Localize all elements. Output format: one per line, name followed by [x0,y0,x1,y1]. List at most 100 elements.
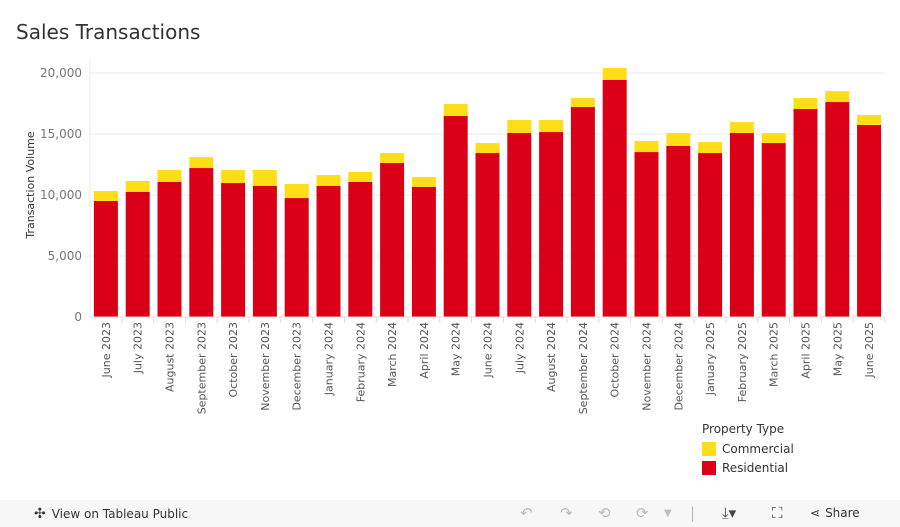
bar-commercial [189,157,214,169]
download-icon[interactable]: ⤓▾ [722,504,737,522]
x-tick-label: December 2024 [672,322,685,411]
refresh-icon[interactable]: ⟳ [636,504,649,522]
redo-icon[interactable]: ↷ [560,504,573,522]
fullscreen-icon[interactable]: ⛶ [772,504,783,522]
x-tick-label: October 2024 [609,322,622,398]
commercial-swatch [702,442,716,456]
bar-residential [380,163,405,317]
x-tick-label: July 2023 [132,322,145,374]
bar-residential [761,143,786,317]
tableau-logo-icon: ✣ [34,506,46,522]
x-tick-label: November 2024 [641,322,654,411]
bar-commercial [157,169,182,182]
bar-chart: 0 5,000 10,000 15,000 20,000 Transaction Volu… [24,60,886,414]
bar-residential [189,168,214,317]
bar-residential [221,183,246,317]
x-tick-label: December 2023 [291,322,304,411]
x-tick-label: April 2024 [418,322,431,379]
x-tick-label: January 2024 [323,322,336,396]
chart-title: Sales Transactions [16,20,201,44]
bar-commercial [348,171,373,182]
bar-commercial [602,67,627,80]
x-tick-label: April 2025 [800,322,813,379]
bar-residential [443,115,468,317]
bar-commercial [761,133,786,144]
share-button[interactable]: ⋖ Share [810,506,860,520]
y-tick-label: 5,000 [48,249,82,263]
x-tick-label: June 2024 [482,322,495,378]
bar-commercial [666,133,691,146]
bar-commercial [443,103,468,116]
bar-commercial [475,143,500,154]
bar-commercial [857,114,882,125]
toolbar: ✣ View on Tableau Public ↶ ↷ ⟲ ⟳ ▼ | ⤓▾ ⛶… [0,500,900,527]
y-tick-label: 15,000 [40,127,82,141]
x-tick-label: June 2025 [863,322,876,378]
bar-commercial [125,180,150,192]
bar-commercial [284,184,309,199]
bar-residential [507,133,532,317]
refresh-dropdown-icon[interactable]: ▼ [664,508,672,519]
x-tick-label: October 2023 [227,322,240,398]
bar-residential [729,133,754,317]
x-tick-label: June 2023 [100,322,113,378]
x-tick-label: February 2024 [354,322,367,402]
legend-title: Property Type [702,422,785,436]
bar-commercial [570,98,595,108]
x-tick-label: August 2023 [164,322,177,392]
x-tick-label: November 2023 [259,322,272,411]
bar-commercial [793,98,818,109]
view-on-tableau-link[interactable]: ✣ View on Tableau Public [34,506,189,522]
bar-residential [857,124,882,317]
bar-commercial [634,140,659,153]
bar-residential [252,185,277,317]
bar-residential [539,132,564,317]
bar-residential [634,152,659,317]
bar-residential [475,153,500,317]
bar-commercial [539,119,564,133]
bar-residential [602,79,627,317]
bar-commercial [507,119,532,134]
x-tick-label: August 2024 [545,322,558,392]
x-tick-label: July 2024 [513,322,526,374]
bar-residential [284,198,309,317]
bar-residential [411,186,436,317]
x-tick-label: March 2025 [768,322,781,387]
bar-residential [93,200,118,317]
bar-residential [570,107,595,318]
bar-commercial [411,176,436,187]
bar-residential [825,102,850,317]
x-tick-label: September 2023 [195,322,208,414]
bar-residential [316,185,341,317]
bar-commercial [252,169,277,186]
divider: | [690,504,696,522]
revert-icon[interactable]: ⟲ [598,504,611,522]
bar-commercial [380,153,405,164]
legend-item-residential[interactable]: Residential [702,461,794,475]
bar-residential [125,191,150,317]
x-tick-label: May 2025 [831,322,844,376]
y-tick-label: 0 [74,310,82,324]
legend: Property Type Commercial Residential [702,422,794,480]
x-tick-label: May 2024 [450,322,463,376]
x-tick-label: September 2024 [577,322,590,414]
residential-swatch [702,461,716,475]
y-axis-title: Transaction Volume [24,131,37,240]
share-icon: ⋖ [810,506,821,520]
y-tick-label: 10,000 [40,188,82,202]
bar-residential [348,181,373,317]
bar-commercial [93,190,118,201]
x-tick-label: March 2024 [386,322,399,387]
undo-icon[interactable]: ↶ [520,504,533,522]
legend-item-commercial[interactable]: Commercial [702,442,794,456]
bar-residential [666,145,691,317]
bar-commercial [316,174,341,186]
x-tick-label: February 2025 [736,322,749,402]
bar-residential [698,153,723,317]
y-tick-label: 20,000 [40,66,82,80]
bar-commercial [729,122,754,134]
bar-commercial [698,142,723,154]
bar-residential [157,181,182,317]
bar-commercial [825,91,850,103]
bar-residential [793,108,818,318]
